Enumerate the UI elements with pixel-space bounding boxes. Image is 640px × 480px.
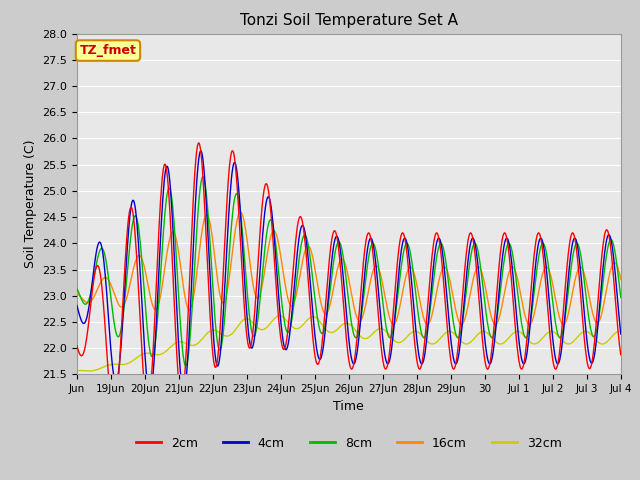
32cm [138, 352, 145, 358]
Line: 2cm: 2cm [77, 143, 621, 416]
32cm [73, 368, 81, 373]
8cm [137, 244, 145, 250]
2cm [617, 352, 625, 358]
2cm [265, 192, 273, 197]
Line: 16cm: 16cm [77, 212, 621, 324]
2cm [138, 339, 145, 345]
32cm [237, 319, 245, 324]
8cm [199, 174, 207, 180]
4cm [238, 236, 246, 241]
Legend: 2cm, 4cm, 8cm, 16cm, 32cm: 2cm, 4cm, 8cm, 16cm, 32cm [131, 432, 567, 455]
16cm [73, 291, 81, 297]
4cm [437, 239, 445, 245]
Line: 32cm: 32cm [77, 316, 621, 371]
8cm [265, 219, 273, 225]
16cm [559, 322, 567, 327]
16cm [264, 245, 272, 251]
16cm [617, 276, 625, 282]
8cm [406, 249, 414, 254]
2cm [238, 267, 246, 273]
4cm [406, 264, 414, 270]
4cm [617, 331, 625, 337]
Line: 4cm: 4cm [77, 151, 621, 393]
16cm [285, 299, 292, 305]
32cm [617, 329, 625, 335]
8cm [437, 240, 445, 246]
4cm [73, 302, 81, 308]
32cm [276, 313, 284, 319]
8cm [238, 225, 246, 231]
16cm [406, 264, 413, 270]
4cm [146, 390, 154, 396]
Line: 8cm: 8cm [77, 177, 621, 366]
2cm [406, 286, 414, 291]
Title: Tonzi Soil Temperature Set A: Tonzi Soil Temperature Set A [240, 13, 458, 28]
32cm [285, 321, 293, 327]
32cm [437, 335, 445, 341]
16cm [137, 253, 145, 259]
2cm [195, 140, 203, 146]
32cm [264, 323, 272, 329]
16cm [237, 209, 244, 215]
X-axis label: Time: Time [333, 400, 364, 413]
32cm [406, 331, 414, 336]
8cm [182, 363, 190, 369]
16cm [436, 274, 444, 279]
2cm [73, 343, 81, 348]
8cm [73, 285, 81, 291]
8cm [285, 327, 293, 333]
4cm [197, 148, 205, 154]
16cm [237, 210, 245, 216]
2cm [285, 310, 293, 316]
8cm [617, 295, 625, 300]
2cm [437, 248, 445, 253]
4cm [137, 277, 145, 283]
32cm [86, 368, 93, 374]
4cm [285, 332, 293, 338]
2cm [110, 413, 118, 419]
Text: TZ_fmet: TZ_fmet [79, 44, 136, 57]
Y-axis label: Soil Temperature (C): Soil Temperature (C) [24, 140, 36, 268]
4cm [265, 194, 273, 200]
